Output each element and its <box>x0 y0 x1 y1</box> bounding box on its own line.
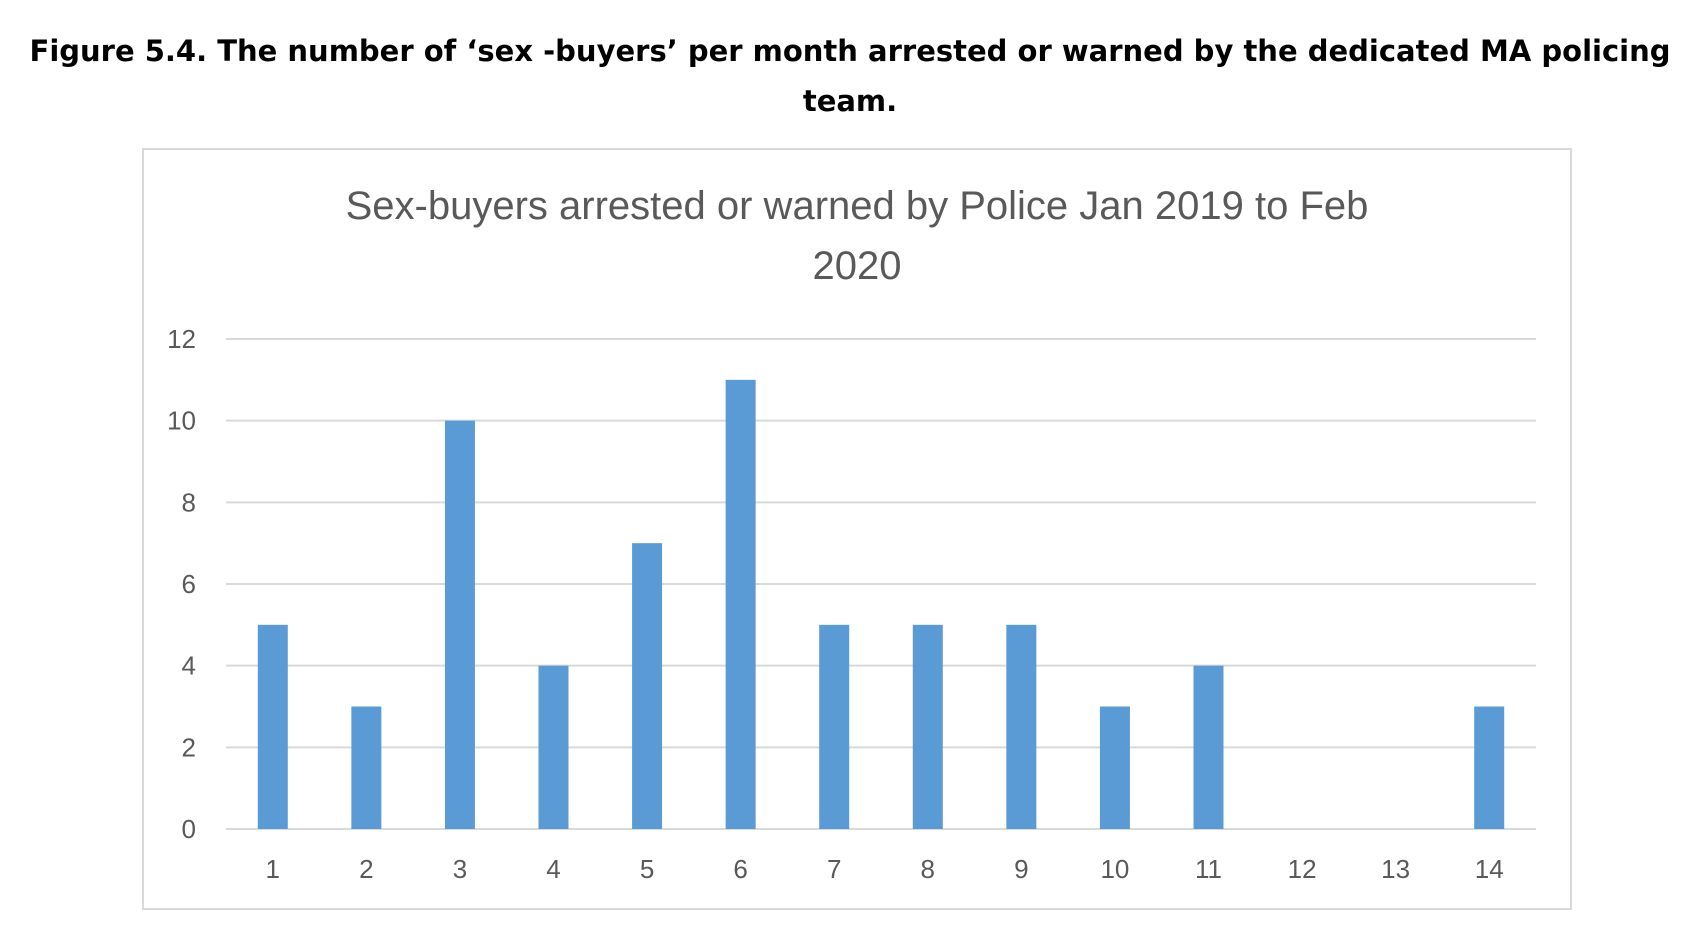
bar-4 <box>538 665 569 829</box>
y-tick-label: 8 <box>182 487 196 517</box>
y-tick-label: 10 <box>167 406 196 436</box>
y-axis-ticks: 0 2 4 6 8 10 12 <box>167 324 196 844</box>
x-tick-label: 9 <box>1014 854 1028 884</box>
x-tick-label: 11 <box>1195 854 1222 884</box>
bars <box>257 379 1505 829</box>
bar-14 <box>1474 706 1505 829</box>
y-tick-label: 2 <box>182 732 196 762</box>
y-tick-label: 6 <box>182 569 196 599</box>
bar-6 <box>725 379 756 829</box>
x-tick-label: 6 <box>733 854 747 884</box>
x-tick-label: 14 <box>1475 854 1504 884</box>
bar-10 <box>1099 706 1130 829</box>
bar-5 <box>632 543 663 829</box>
x-tick-label: 13 <box>1381 854 1410 884</box>
x-tick-label: 4 <box>546 854 560 884</box>
bar-9 <box>1006 624 1037 829</box>
gridlines <box>226 338 1536 830</box>
x-tick-label: 3 <box>453 854 467 884</box>
x-tick-label: 12 <box>1288 854 1317 884</box>
x-tick-label: 1 <box>266 854 280 884</box>
y-tick-label: 4 <box>182 651 196 681</box>
x-tick-label: 8 <box>921 854 935 884</box>
bar-1 <box>257 624 288 829</box>
bar-8 <box>912 624 943 829</box>
x-tick-label: 7 <box>827 854 841 884</box>
chart-title-text: Sex-buyers arrested or warned by Police … <box>345 184 1369 288</box>
y-tick-label: 12 <box>167 324 196 354</box>
figure-caption: Figure 5.4. The number of ‘sex -buyers’ … <box>29 34 1671 118</box>
x-tick-label: 10 <box>1100 854 1129 884</box>
bar-11 <box>1193 665 1224 829</box>
x-axis-ticks: 1 2 3 4 5 6 7 8 9 10 11 12 13 14 <box>266 854 1504 884</box>
chart-title: Sex-buyers arrested or warned by Police … <box>142 176 1572 296</box>
x-tick-label: 2 <box>359 854 373 884</box>
x-tick-label: 5 <box>640 854 654 884</box>
y-tick-label: 0 <box>182 814 196 844</box>
bar-2 <box>351 706 382 829</box>
bar-3 <box>444 420 475 829</box>
bar-7 <box>819 624 850 829</box>
